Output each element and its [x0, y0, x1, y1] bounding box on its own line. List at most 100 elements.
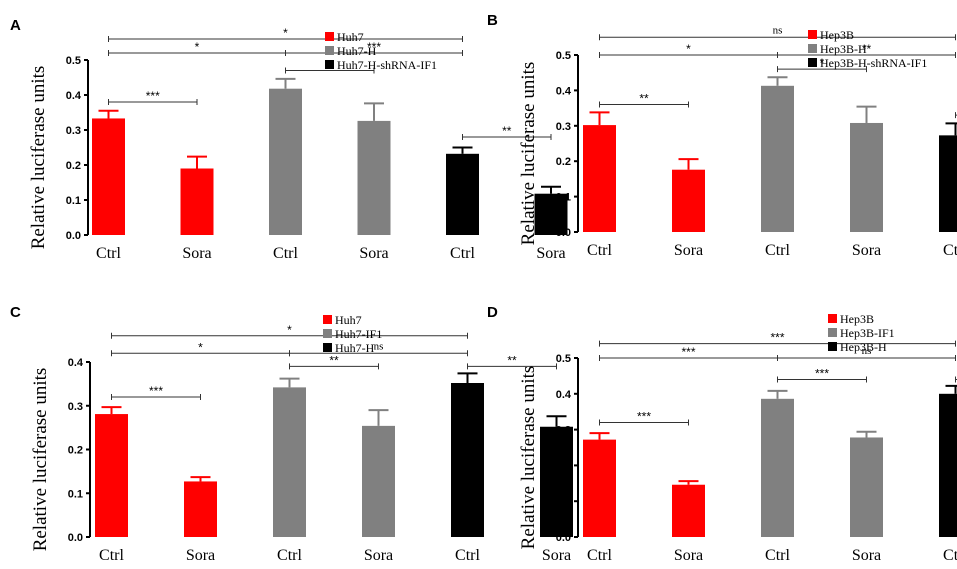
- bar: [939, 135, 957, 232]
- significance-label: ***: [815, 366, 829, 380]
- legend-swatch: [323, 329, 332, 338]
- significance-label: *: [195, 40, 200, 54]
- y-tick-label: 0.3: [68, 401, 83, 413]
- y-axis-label: Relative luciferase units: [518, 62, 539, 246]
- significance-label: ***: [637, 409, 651, 423]
- bar: [92, 118, 125, 235]
- legend-swatch: [828, 314, 837, 323]
- legend-swatch: [325, 60, 334, 69]
- bar: [180, 168, 214, 235]
- bar: [451, 383, 484, 537]
- x-category-label: Ctrl: [455, 547, 480, 564]
- legend-label: Huh7-IF1: [335, 327, 382, 341]
- significance-label: **: [507, 353, 517, 367]
- y-tick-label: 0.1: [68, 488, 83, 500]
- significance-label: ns: [773, 24, 783, 36]
- bar: [95, 414, 128, 537]
- significance-label: ***: [149, 384, 163, 398]
- significance-label: *: [686, 42, 691, 56]
- y-tick-label: 0.1: [556, 496, 571, 508]
- panel-d: D Relative luciferase units 0.0 0.1 0.2 0.3 0.…: [487, 304, 957, 564]
- legend-label: Huh7-H: [335, 341, 375, 355]
- panel-letter: B: [487, 12, 498, 29]
- significance-label: ***: [367, 40, 381, 54]
- bar: [540, 426, 573, 537]
- y-tick-label: 0.3: [556, 425, 571, 437]
- legend-label: Hep3B-IF1: [840, 326, 895, 340]
- bar: [583, 439, 616, 537]
- x-category-label: Ctrl: [450, 245, 475, 262]
- y-tick-label: 0.2: [66, 160, 81, 172]
- y-tick-label: 0.4: [66, 90, 82, 102]
- bar: [357, 120, 391, 235]
- significance-label: ***: [146, 89, 160, 103]
- bar: [761, 398, 794, 537]
- x-category-label: Ctrl: [277, 547, 302, 564]
- x-category-label: Sora: [182, 245, 211, 262]
- y-tick-label: 0.4: [556, 85, 572, 97]
- y-tick-label: 0.5: [66, 55, 81, 67]
- legend-label: Huh7: [335, 313, 362, 327]
- x-category-label: Ctrl: [99, 547, 124, 564]
- x-category-label: Sora: [852, 547, 881, 564]
- significance-label: ns: [374, 340, 384, 352]
- significance-label: *: [287, 323, 292, 337]
- legend-swatch: [808, 44, 817, 53]
- legend-label: Hep3B-H: [840, 340, 887, 354]
- y-tick-label: 0.2: [556, 460, 571, 472]
- legend-label: Huh7-H: [337, 44, 377, 58]
- y-tick-label: 0.1: [66, 195, 81, 207]
- significance-label: **: [639, 92, 649, 106]
- y-tick-label: 0.0: [556, 227, 571, 239]
- legend-swatch: [323, 315, 332, 324]
- bar: [761, 85, 794, 232]
- legend-label: Hep3B-H: [820, 42, 867, 56]
- bar: [446, 153, 479, 235]
- x-category-label: Ctrl: [765, 547, 790, 564]
- significance-label: ns: [862, 345, 872, 357]
- x-category-label: Sora: [364, 547, 393, 564]
- panel-a: A Relative luciferase units 0.0 0.1 0.2 0.3 0.…: [10, 17, 568, 262]
- significance-label: *: [283, 26, 288, 40]
- legend-swatch: [323, 343, 332, 352]
- legend-label: Huh7: [337, 30, 364, 44]
- bar: [534, 193, 568, 235]
- y-tick-label: 0.5: [556, 353, 571, 365]
- bar: [273, 387, 306, 537]
- y-axis-label: Relative luciferase units: [518, 366, 539, 550]
- legend-label: Hep3B: [840, 312, 874, 326]
- x-category-label: Ctrl: [587, 547, 612, 564]
- y-axis-label: Relative luciferase units: [30, 368, 51, 552]
- bar: [672, 169, 705, 232]
- x-category-label: Sora: [359, 245, 388, 262]
- significance-label: *: [198, 340, 203, 354]
- legend-swatch: [828, 342, 837, 351]
- x-category-label: Ctrl: [943, 242, 957, 259]
- x-category-label: Sora: [536, 245, 565, 262]
- bar: [184, 481, 217, 537]
- panel-c: C Relative luciferase units 0.0 0.1 0.2 0.3 0.…: [10, 304, 573, 564]
- bar: [362, 425, 395, 537]
- x-category-label: Ctrl: [943, 547, 957, 564]
- legend-label: Hep3B-H-shRNA-IF1: [820, 56, 927, 70]
- x-category-label: Sora: [674, 242, 703, 259]
- legend-swatch: [325, 32, 334, 41]
- legend-swatch: [325, 46, 334, 55]
- y-tick-label: 0.5: [556, 50, 571, 62]
- significance-label: *: [820, 56, 825, 70]
- y-tick-label: 0.2: [556, 156, 571, 168]
- x-category-label: Sora: [542, 547, 571, 564]
- significance-label: ***: [681, 345, 695, 359]
- x-category-label: Ctrl: [587, 242, 612, 259]
- x-category-label: Sora: [852, 242, 881, 259]
- panel-letter: C: [10, 304, 21, 321]
- bar: [850, 437, 883, 537]
- bar: [850, 122, 883, 232]
- y-tick-label: 0.4: [556, 389, 572, 401]
- legend-swatch: [828, 328, 837, 337]
- x-category-label: Sora: [186, 547, 215, 564]
- panel-letter: D: [487, 304, 498, 321]
- significance-label: ***: [770, 331, 784, 345]
- legend-swatch: [808, 30, 817, 39]
- y-tick-label: 0.4: [68, 357, 84, 369]
